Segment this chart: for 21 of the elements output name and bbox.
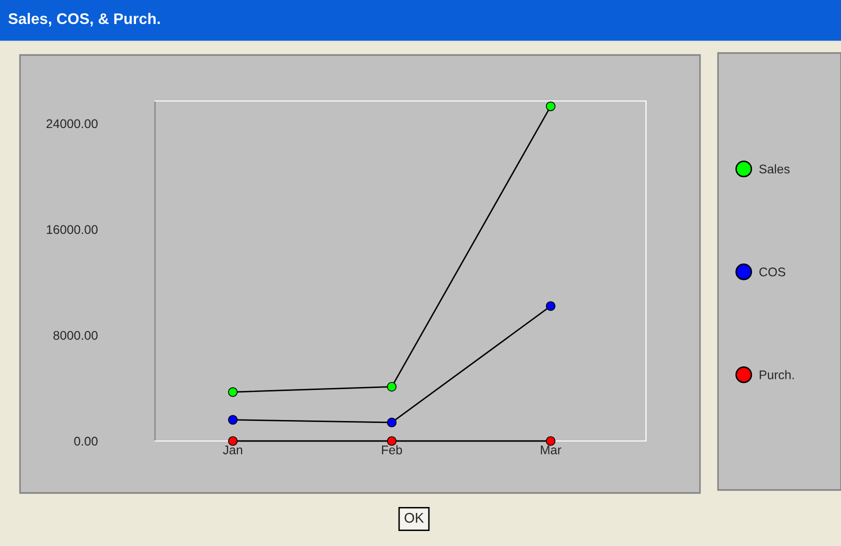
point (228, 415, 238, 425)
point (386, 418, 397, 428)
x-tick-label: Jan (222, 446, 242, 454)
y-tick-label: 24000.00 (46, 119, 98, 128)
text: OK (404, 512, 424, 523)
point (386, 382, 397, 392)
x-tick-label: Mar (540, 446, 562, 454)
legend-label: COS (759, 268, 786, 276)
legend-label: Purch. (760, 370, 794, 380)
point (228, 436, 238, 446)
point (546, 101, 556, 112)
y-tick-label: 8000.00 (53, 330, 98, 340)
x-tick-label: Feb (382, 445, 402, 454)
point (386, 436, 397, 446)
y-tick-label: 16000.00 (46, 225, 98, 234)
point (228, 387, 238, 397)
point (546, 301, 556, 311)
y-tick-label: 0.00 (74, 436, 98, 446)
chart-title: Sales, COS, & Purch. (8, 12, 160, 26)
legend-label: Sales (759, 164, 790, 174)
point (546, 436, 556, 446)
